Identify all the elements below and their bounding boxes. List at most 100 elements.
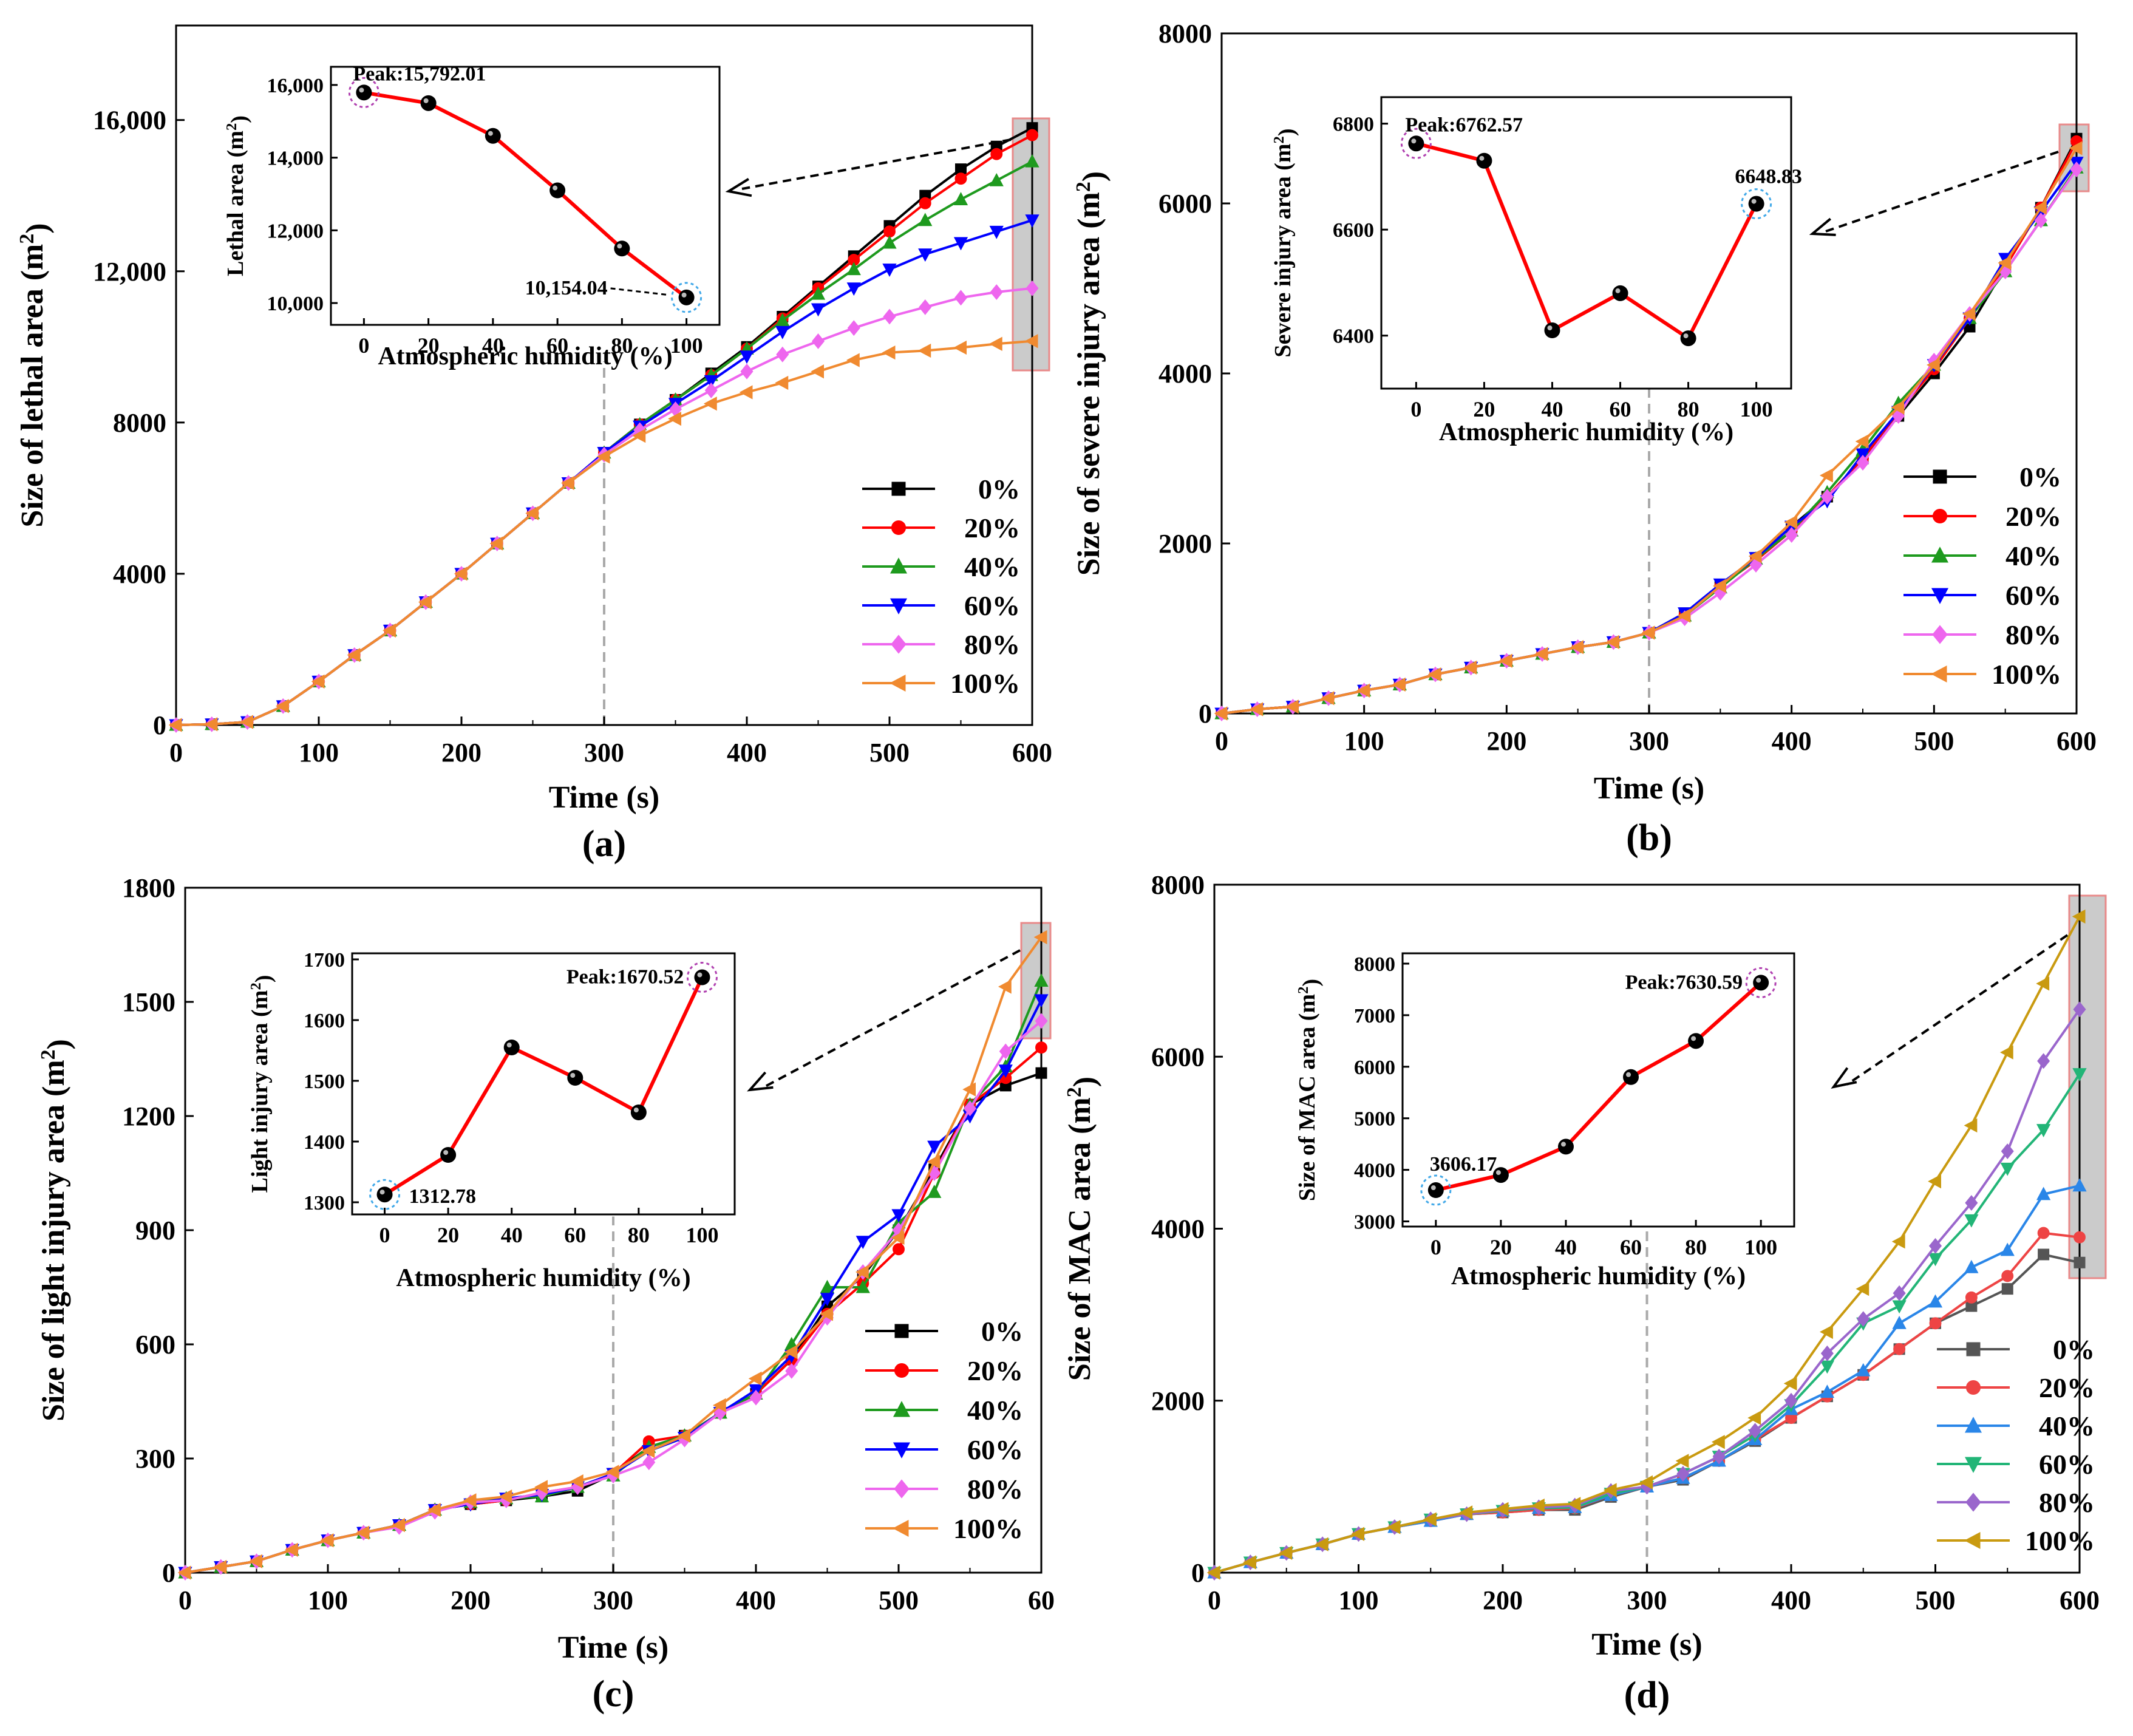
inset-x-tick-label: 80: [1685, 1235, 1707, 1259]
inset-highlight-ring: [671, 282, 702, 313]
data-point: [1784, 1392, 1798, 1409]
y-tick-label: 300: [135, 1444, 175, 1474]
data-point: [2001, 1283, 2013, 1295]
inset-y-tick-label: 6600: [1333, 219, 1374, 242]
inset-data-point: [1427, 1182, 1444, 1199]
inset-data-point: [485, 128, 501, 144]
legend-label: 80%: [964, 629, 1020, 660]
inset-point-shine: [359, 87, 364, 93]
x-tick-label: 300: [1629, 726, 1669, 756]
data-point: [918, 248, 933, 262]
data-point: [918, 213, 933, 226]
inset-y-tick-label: 1600: [304, 1010, 345, 1032]
data-point: [988, 336, 1002, 351]
inset-x-axis-title: Atmospheric humidity (%): [1451, 1262, 1746, 1290]
end-highlight-box: [2068, 894, 2107, 1279]
data-point: [989, 172, 1004, 186]
data-point: [775, 325, 790, 339]
data-point: [785, 1363, 798, 1379]
inset-series-line: [1435, 981, 1763, 1192]
inset-data-point: [1557, 1139, 1574, 1155]
data-point: [1463, 660, 1477, 675]
x-tick-label: 200: [441, 738, 481, 768]
data-point: [311, 674, 325, 689]
x-tick-label: 600: [2060, 1585, 2100, 1615]
inset-x-tick-label: 40: [501, 1223, 523, 1247]
y-tick-label: 0: [153, 710, 166, 740]
data-point: [1998, 256, 2012, 270]
x-tick-label: 300: [584, 738, 624, 768]
inset-y-axis-title: Lethal area (m2): [223, 115, 252, 276]
y-tick-label: 8000: [1151, 870, 1205, 900]
legend-marker: [891, 482, 906, 496]
panel-label: (a): [582, 823, 626, 865]
data-point: [1965, 1195, 1978, 1211]
inset-x-tick-label: 60: [564, 1223, 586, 1247]
data-point: [596, 449, 610, 464]
inset-chart: 0 20 40 60 80 100 1300 1400 1500 1600 1700 Atmosphe…: [247, 949, 736, 1292]
inset-x-tick-label: 60: [546, 333, 568, 358]
data-point: [1855, 434, 1869, 449]
inset-y-tick-label: 1400: [304, 1131, 345, 1154]
data-point: [999, 1043, 1012, 1060]
legend-label: 100%: [950, 668, 1020, 699]
x-tick-label: 300: [593, 1585, 633, 1615]
legend: 0% 20% 40% 60% 80% 100%: [865, 1316, 1023, 1544]
data-point: [1034, 994, 1049, 1008]
x-axis-title: Time (s): [549, 780, 659, 815]
data-point: [2069, 141, 2083, 155]
legend-marker: [891, 635, 907, 654]
data-point: [1603, 1483, 1617, 1497]
data-point: [1206, 1565, 1220, 1580]
y-tick-label: 12,000: [93, 257, 166, 287]
x-tick-label: 400: [1771, 1585, 1811, 1615]
y-tick-label: 1800: [122, 873, 175, 903]
legend-marker: [894, 1479, 910, 1499]
data-point: [846, 353, 860, 367]
legend-label: 20%: [964, 512, 1020, 543]
inset-annotation: Peak:1670.52: [566, 965, 684, 988]
data-point: [893, 1243, 905, 1256]
x-axis-title: Time (s): [1594, 771, 1704, 806]
data-point: [1747, 1411, 1761, 1425]
legend-label: 0%: [2019, 461, 2061, 492]
x-axis-title: Time (s): [558, 1630, 668, 1665]
data-point: [1035, 1013, 1048, 1029]
inset-point-shine: [681, 292, 687, 298]
data-point: [855, 1265, 869, 1279]
legend-marker: [1931, 665, 1947, 683]
data-point: [811, 364, 824, 379]
data-point: [820, 1293, 835, 1307]
inset-point-shine: [1479, 155, 1485, 161]
x-tick-label: 100: [1344, 726, 1384, 756]
data-point: [1893, 1343, 1906, 1355]
inset-point-shine: [1626, 1072, 1631, 1077]
data-point: [1857, 1311, 1870, 1327]
inset-point-shine: [423, 98, 429, 103]
legend-label: 80%: [2005, 619, 2061, 650]
x-axis-title: Time (s): [1591, 1627, 1702, 1662]
legend-label: 20%: [967, 1355, 1023, 1386]
data-point: [740, 350, 754, 364]
panel-label: (d): [1624, 1675, 1670, 1716]
data-point: [2001, 1270, 2014, 1282]
data-point: [284, 1542, 298, 1557]
data-point: [1820, 1345, 1834, 1361]
inset-data-point: [356, 84, 372, 101]
inset-x-tick-label: 40: [1555, 1235, 1577, 1259]
x-tick-label: 100: [308, 1585, 348, 1615]
data-point: [739, 385, 753, 400]
inset-data-point: [1680, 330, 1696, 347]
data-point: [668, 411, 681, 426]
data-point: [1459, 1505, 1473, 1520]
y-tick-label: 16,000: [93, 106, 166, 135]
inset-highlight-ring: [686, 961, 718, 993]
inset-data-point: [630, 1105, 647, 1120]
inset-point-shine: [1560, 1142, 1566, 1147]
data-point: [1891, 400, 1905, 415]
inset-y-tick-label: 5000: [1354, 1108, 1395, 1131]
data-point: [847, 320, 860, 336]
inset-data-point: [678, 289, 695, 305]
data-point: [392, 1518, 405, 1533]
inset-annotation: Peak:7630.59: [1625, 971, 1743, 993]
